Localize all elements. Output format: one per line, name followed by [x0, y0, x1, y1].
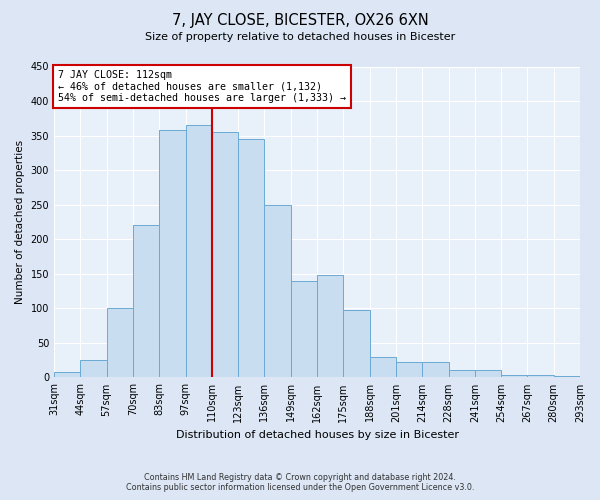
Bar [449, 370, 475, 378]
Bar [238, 139, 265, 378]
Text: 7 JAY CLOSE: 112sqm
← 46% of detached houses are smaller (1,132)
54% of semi-det: 7 JAY CLOSE: 112sqm ← 46% of detached ho… [58, 70, 346, 103]
Bar [80, 360, 107, 378]
Text: 7, JAY CLOSE, BICESTER, OX26 6XN: 7, JAY CLOSE, BICESTER, OX26 6XN [172, 12, 428, 28]
Y-axis label: Number of detached properties: Number of detached properties [15, 140, 25, 304]
Bar [265, 204, 291, 378]
Bar [212, 132, 238, 378]
X-axis label: Distribution of detached houses by size in Bicester: Distribution of detached houses by size … [176, 430, 458, 440]
Bar [159, 130, 185, 378]
Bar [185, 125, 212, 378]
Bar [396, 362, 422, 378]
Bar [291, 280, 317, 378]
Bar [107, 308, 133, 378]
Bar [475, 370, 501, 378]
Bar [527, 376, 554, 378]
Text: Contains HM Land Registry data © Crown copyright and database right 2024.
Contai: Contains HM Land Registry data © Crown c… [126, 473, 474, 492]
Bar [422, 362, 449, 378]
Bar [554, 376, 580, 378]
Text: Size of property relative to detached houses in Bicester: Size of property relative to detached ho… [145, 32, 455, 42]
Bar [54, 372, 80, 378]
Bar [133, 226, 159, 378]
Bar [501, 376, 527, 378]
Bar [370, 358, 396, 378]
Bar [343, 310, 370, 378]
Bar [317, 275, 343, 378]
